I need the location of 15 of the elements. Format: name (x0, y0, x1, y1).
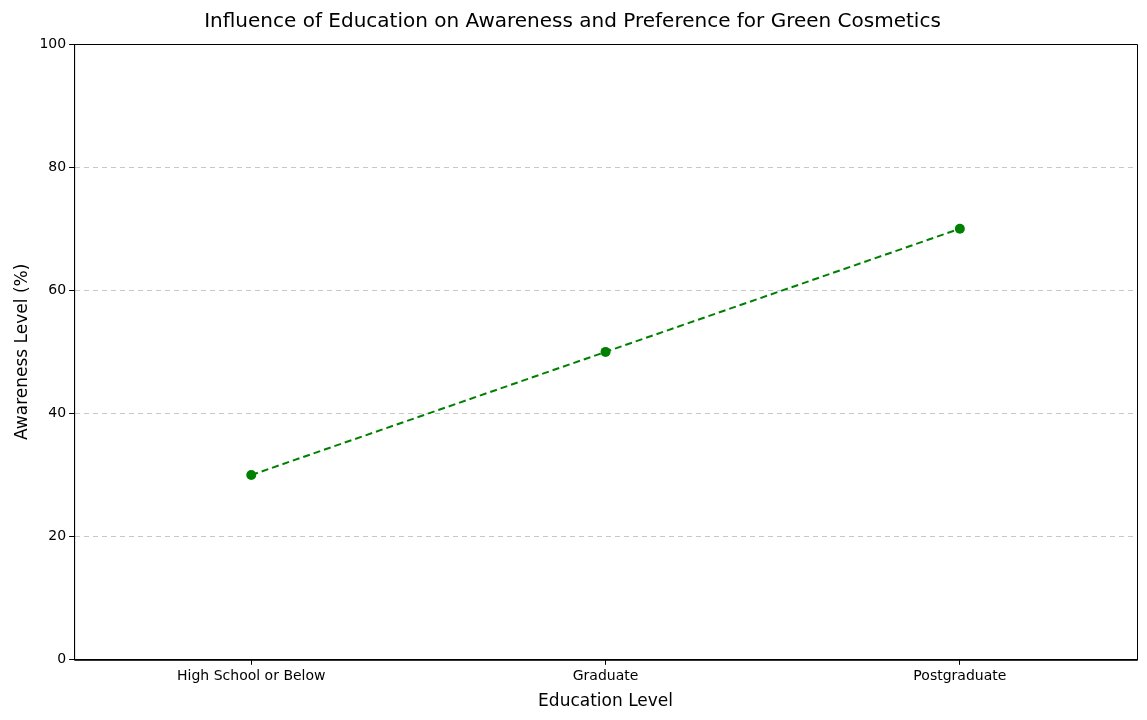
x-tick-label: High School or Below (177, 666, 326, 683)
y-tick-label: 80 (48, 157, 67, 174)
chart-title: Influence of Education on Awareness and Preference for Green Cosmetics (204, 8, 941, 33)
point (954, 223, 965, 234)
y-tick-label: 40 (48, 404, 67, 421)
point (246, 470, 257, 481)
y-tick-label: 60 (48, 280, 67, 297)
x-tick-label: Graduate (572, 666, 639, 683)
x-axis-title: Education Level (538, 690, 674, 711)
y-tick-label: 0 (57, 650, 67, 667)
x-tick-label: Postgraduate (913, 666, 1007, 683)
point (600, 346, 611, 357)
y-tick-label: 100 (39, 34, 67, 51)
y-axis-title: Awareness Level (%) (10, 263, 31, 441)
y-tick-label: 20 (48, 527, 67, 544)
